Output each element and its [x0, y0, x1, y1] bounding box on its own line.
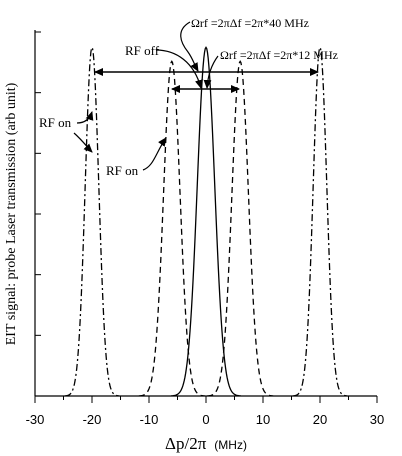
x-axis-label-unit: (MHz): [214, 438, 247, 452]
x-ticks: -30 -20 -10 0 10 20 30: [26, 396, 384, 427]
x-tick-label: 20: [313, 412, 327, 427]
peak-dash-dot: [64, 45, 120, 397]
rf-off-label: RF off: [125, 43, 160, 58]
peak-solid: [171, 46, 241, 397]
peak-dashed: [207, 60, 274, 397]
pointer-rf-off: [155, 49, 203, 89]
curves: [64, 45, 348, 397]
peak-dashed: [138, 60, 205, 397]
omega-label-inner: Ωrf =2πΔf =2π*12 MHz: [220, 48, 338, 62]
pointer-omega-outer: [180, 21, 199, 72]
pointer-rf-on-inner: [142, 137, 167, 171]
rf-on-label-inner: RF on: [106, 163, 139, 178]
rf-on-label-outer: RF on: [39, 115, 72, 130]
peak-dash-dot: [292, 45, 348, 397]
y-axis-label: EIT signal: probe Laser transmission (ar…: [4, 82, 19, 345]
x-axis-label-main: Δp/2π: [165, 434, 207, 453]
omega-label-outer: Ωrf =2πΔf =2π*40 MHz: [191, 16, 309, 30]
x-tick-label: -20: [83, 412, 102, 427]
x-axis-label: Δp/2π (MHz): [165, 434, 247, 453]
pointer-rf-on-outer-b: [73, 132, 93, 153]
pointer-rf-on-outer-a: [76, 111, 94, 124]
x-tick-label: 0: [202, 412, 209, 427]
pointer-omega-inner: [203, 55, 219, 89]
x-tick-label: -30: [26, 412, 45, 427]
x-tick-label: -10: [140, 412, 159, 427]
x-tick-label: 10: [256, 412, 270, 427]
x-tick-label: 30: [370, 412, 384, 427]
y-ticks: [35, 31, 41, 336]
